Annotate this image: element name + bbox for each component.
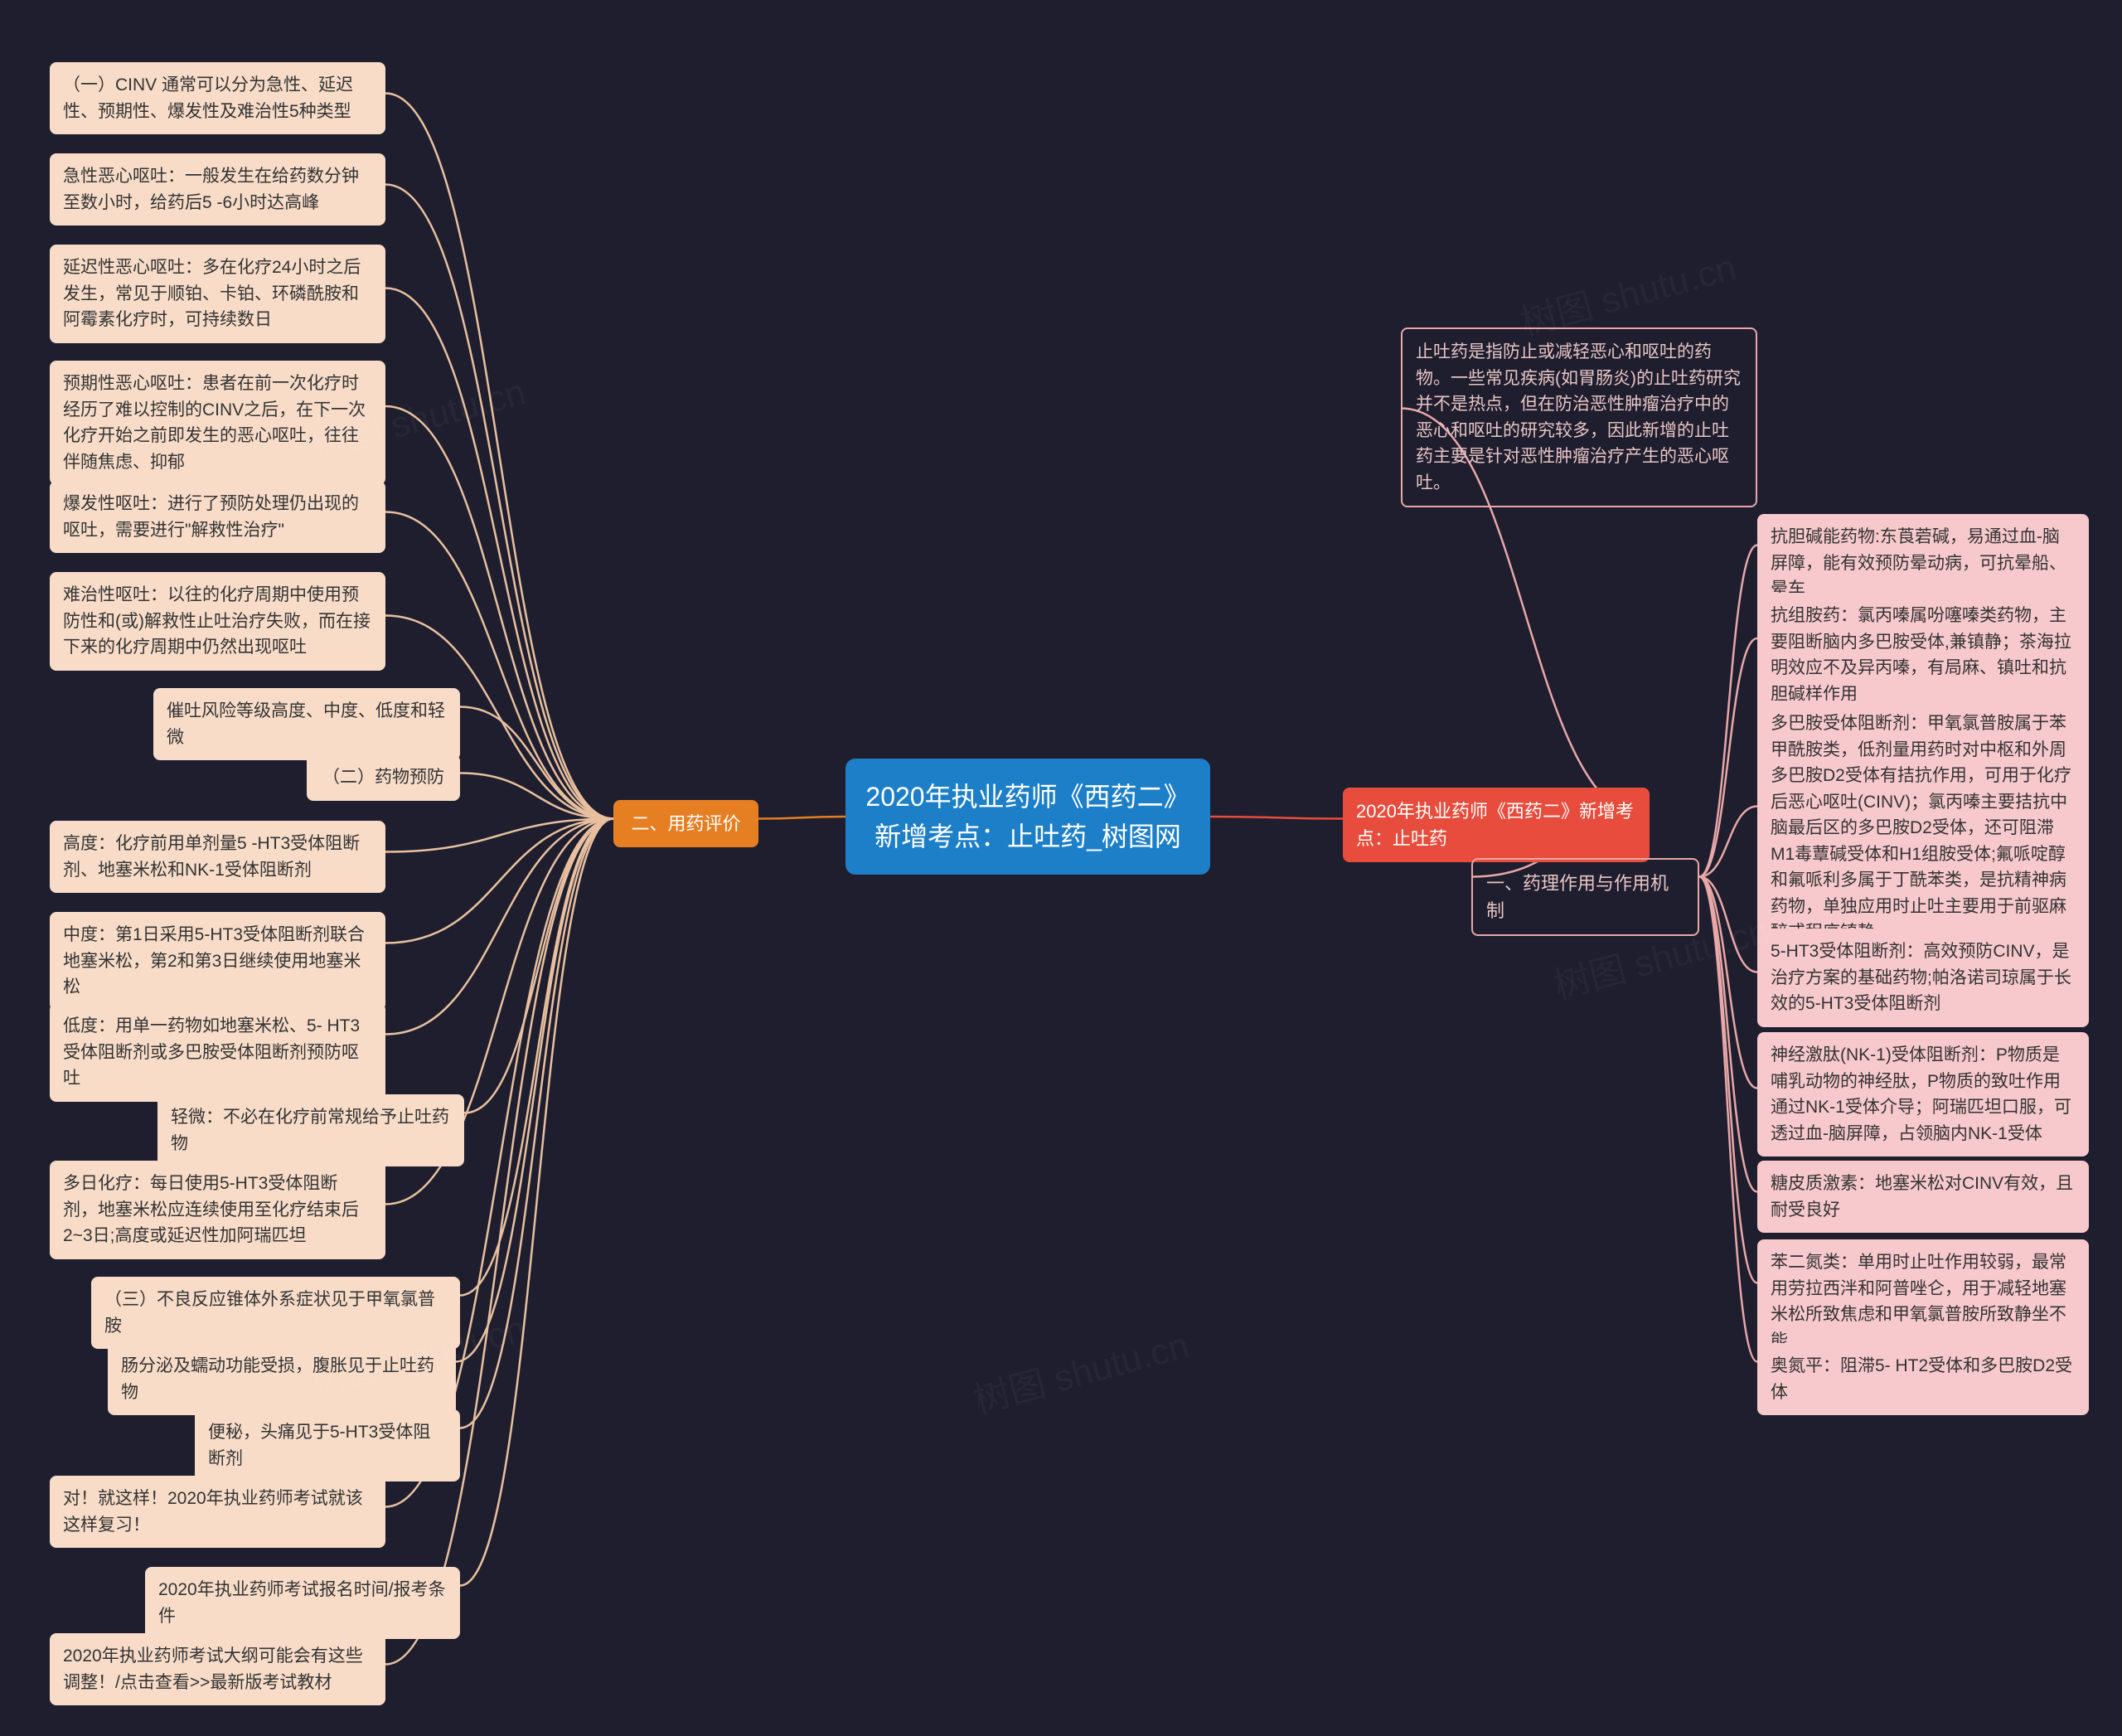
node-label: 一、药理作用与作用机制 <box>1486 870 1684 924</box>
mindmap-node-la2[interactable]: 急性恶心呕吐：一般发生在给药数分钟至数小时，给药后5 -6小时达高峰 <box>50 153 385 225</box>
connector <box>1699 877 1757 1362</box>
connector <box>460 707 613 819</box>
node-label: 5-HT3受体阻断剂：高效预防CINV，是治疗方案的基础药物;帕洛诺司琼属于长效… <box>1771 938 2076 1017</box>
mindmap-node-la19[interactable]: 2020年执业药师考试大纲可能会有这些调整！/点击查看>>最新版考试教材 <box>50 1633 385 1705</box>
mindmap-node-la10[interactable]: 中度：第1日采用5-HT3受体阻断剂联合地塞米松，第2和第3日继续使用地塞米松 <box>50 912 385 1011</box>
node-label: 止吐药是指防止或减轻恶心和呕吐的药物。一些常见疾病(如胃肠炎)的止吐药研究并不是… <box>1416 339 1742 496</box>
mindmap-node-rb6[interactable]: 糖皮质激素：地塞米松对CINV有效，且耐受良好 <box>1757 1161 2089 1233</box>
node-label: 奥氮平：阻滞5- HT2受体和多巴胺D2受体 <box>1771 1353 2076 1405</box>
mindmap-node-r1[interactable]: 2020年执业药师《西药二》新增考点：止吐药 <box>1343 788 1650 862</box>
node-label: 2020年执业药师《西药二》新增考点：止吐药 <box>1356 798 1636 852</box>
mindmap-node-la8[interactable]: （二）药物预防 <box>307 754 460 801</box>
connector <box>385 819 613 943</box>
node-label: （二）药物预防 <box>322 764 444 791</box>
connector <box>1699 807 1757 877</box>
connector <box>1699 546 1757 877</box>
node-label: 低度：用单一药物如地塞米松、5- HT3受体阻断剂或多巴胺受体阻断剂预防呕吐 <box>63 1013 372 1092</box>
node-label: 催吐风险等级高度、中度、低度和轻微 <box>167 698 447 750</box>
node-label: 对！就这样！2020年执业药师考试就该这样复习！ <box>63 1486 372 1538</box>
node-label: 延迟性恶心呕吐：多在化疗24小时之后发生，常见于顺铂、卡铂、环磷酰胺和阿霉素化疗… <box>63 255 372 333</box>
mindmap-node-la16[interactable]: 便秘，头痛见于5-HT3受体阻断剂 <box>195 1409 460 1481</box>
node-label: （三）不良反应锥体外系症状见于甲氧氯普胺 <box>104 1287 447 1339</box>
mindmap-node-la13[interactable]: 多日化疗：每日使用5-HT3受体阻断剂，地塞米松应连续使用至化疗结束后2~3日;… <box>50 1161 385 1259</box>
node-label: （一）CINV 通常可以分为急性、延迟性、预期性、爆发性及难治性5种类型 <box>63 72 372 124</box>
mindmap-node-la3[interactable]: 延迟性恶心呕吐：多在化疗24小时之后发生，常见于顺铂、卡铂、环磷酰胺和阿霉素化疗… <box>50 245 385 343</box>
mindmap-node-la17[interactable]: 对！就这样！2020年执业药师考试就该这样复习！ <box>50 1476 385 1548</box>
mindmap-node-rb2[interactable]: 抗组胺药：氯丙嗪属吩噻嗪类药物，主要阻断脑内多巴胺受体,兼镇静；茶海拉明效应不及… <box>1757 593 2089 717</box>
connector <box>385 819 613 852</box>
mindmap-node-la4[interactable]: 预期性恶心呕吐：患者在前一次化疗时经历了难以控制的CINV之后，在下一次化疗开始… <box>50 361 385 485</box>
watermark: 树图 shutu.cn <box>967 1316 1194 1424</box>
node-label: 抗胆碱能药物:东莨菪碱，易通过血-脑屏障，能有效预防晕动病，可抗晕船、晕车 <box>1771 524 2076 603</box>
connector <box>464 819 613 1113</box>
mindmap-node-la12[interactable]: 轻微：不必在化疗前常规给予止吐药物 <box>157 1094 464 1166</box>
mindmap-node-rb8[interactable]: 奥氮平：阻滞5- HT2受体和多巴胺D2受体 <box>1757 1343 2089 1415</box>
node-label: 多巴胺受体阻断剂：甲氧氯普胺属于苯甲酰胺类，低剂量用药时对中枢和外周多巴胺D2受… <box>1771 710 2076 946</box>
node-label: 轻微：不必在化疗前常规给予止吐药物 <box>171 1104 451 1157</box>
node-label: 糖皮质激素：地塞米松对CINV有效，且耐受良好 <box>1771 1171 2076 1223</box>
node-label: 肠分泌及蠕动功能受损，腹胀见于止吐药物 <box>121 1353 443 1405</box>
connector <box>1699 877 1757 1192</box>
connector <box>1699 877 1757 972</box>
node-label: 苯二氮类：单用时止吐作用较弱，最常用劳拉西泮和阿普唑仑，用于减轻地塞米松所致焦虑… <box>1771 1249 2076 1354</box>
node-label: 爆发性呕吐：进行了预防处理仍出现的呕吐，需要进行"解救性治疗" <box>63 491 372 543</box>
mindmap-node-rb3[interactable]: 多巴胺受体阻断剂：甲氧氯普胺属于苯甲酰胺类，低剂量用药时对中枢和外周多巴胺D2受… <box>1757 701 2089 956</box>
mindmap-node-l1[interactable]: 二、用药评价 <box>613 800 758 847</box>
connector <box>456 819 613 1362</box>
node-label: 2020年执业药师考试大纲可能会有这些调整！/点击查看>>最新版考试教材 <box>63 1643 372 1695</box>
connector <box>460 819 613 1428</box>
node-label: 预期性恶心呕吐：患者在前一次化疗时经历了难以控制的CINV之后，在下一次化疗开始… <box>63 371 372 475</box>
mindmap-node-la18[interactable]: 2020年执业药师考试报名时间/报考条件 <box>145 1567 460 1639</box>
connector <box>460 819 613 1296</box>
mindmap-node-rb4[interactable]: 5-HT3受体阻断剂：高效预防CINV，是治疗方案的基础药物;帕洛诺司琼属于长效… <box>1757 929 2089 1027</box>
mindmap-node-la11[interactable]: 低度：用单一药物如地塞米松、5- HT3受体阻断剂或多巴胺受体阻断剂预防呕吐 <box>50 1003 385 1102</box>
connector <box>385 819 613 1665</box>
mindmap-node-la14[interactable]: （三）不良反应锥体外系症状见于甲氧氯普胺 <box>91 1277 460 1349</box>
node-label: 抗组胺药：氯丙嗪属吩噻嗪类药物，主要阻断脑内多巴胺受体,兼镇静；茶海拉明效应不及… <box>1771 603 2076 707</box>
mindmap-node-la7[interactable]: 催吐风险等级高度、中度、低度和轻微 <box>153 688 460 760</box>
connector <box>460 773 613 819</box>
connector <box>385 819 613 1035</box>
connector <box>1699 877 1757 1283</box>
mindmap-node-root[interactable]: 2020年执业药师《西药二》新增考点：止吐药_树图网 <box>845 759 1210 875</box>
node-label: 便秘，头痛见于5-HT3受体阻断剂 <box>208 1419 447 1472</box>
mindmap-node-r1a[interactable]: 止吐药是指防止或减轻恶心和呕吐的药物。一些常见疾病(如胃肠炎)的止吐药研究并不是… <box>1401 327 1757 507</box>
node-label: 多日化疗：每日使用5-HT3受体阻断剂，地塞米松应连续使用至化疗结束后2~3日;… <box>63 1171 372 1249</box>
mindmap-node-r1b[interactable]: 一、药理作用与作用机制 <box>1471 858 1699 936</box>
node-label: 神经激肽(NK-1)受体阻断剂：P物质是哺乳动物的神经肽，P物质的致吐作用通过N… <box>1771 1042 2076 1147</box>
mindmap-node-la5[interactable]: 爆发性呕吐：进行了预防处理仍出现的呕吐，需要进行"解救性治疗" <box>50 481 385 553</box>
mindmap-node-rb5[interactable]: 神经激肽(NK-1)受体阻断剂：P物质是哺乳动物的神经肽，P物质的致吐作用通过N… <box>1757 1032 2089 1157</box>
node-label: 高度：化疗前用单剂量5 -HT3受体阻断剂、地塞米松和NK-1受体阻断剂 <box>63 831 372 883</box>
connector <box>1210 817 1343 819</box>
node-label: 2020年执业药师考试报名时间/报考条件 <box>158 1577 447 1629</box>
mindmap-node-la6[interactable]: 难治性呕吐：以往的化疗周期中使用预防性和(或)解救性止吐治疗失败，而在接下来的化… <box>50 572 385 671</box>
node-label: 2020年执业药师《西药二》新增考点：止吐药_树图网 <box>859 777 1197 856</box>
node-label: 难治性呕吐：以往的化疗周期中使用预防性和(或)解救性止吐治疗失败，而在接下来的化… <box>63 582 372 661</box>
mindmap-node-la15[interactable]: 肠分泌及蠕动功能受损，腹胀见于止吐药物 <box>108 1343 456 1415</box>
connector <box>1699 638 1757 877</box>
mindmap-node-la9[interactable]: 高度：化疗前用单剂量5 -HT3受体阻断剂、地塞米松和NK-1受体阻断剂 <box>50 821 385 893</box>
connector <box>758 817 845 819</box>
connector <box>460 819 613 1586</box>
node-label: 二、用药评价 <box>631 810 740 837</box>
node-label: 中度：第1日采用5-HT3受体阻断剂联合地塞米松，第2和第3日继续使用地塞米松 <box>63 922 372 1001</box>
connector <box>1699 877 1757 1089</box>
node-label: 急性恶心呕吐：一般发生在给药数分钟至数小时，给药后5 -6小时达高峰 <box>63 163 372 216</box>
mindmap-node-la1[interactable]: （一）CINV 通常可以分为急性、延迟性、预期性、爆发性及难治性5种类型 <box>50 62 385 134</box>
